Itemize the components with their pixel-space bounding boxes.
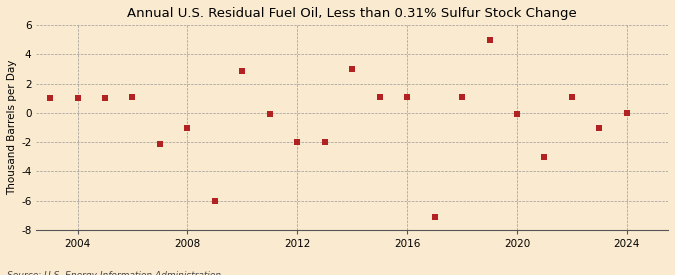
Point [374,95,385,99]
Y-axis label: Thousand Barrels per Day: Thousand Barrels per Day [7,60,17,195]
Point [429,214,440,219]
Text: Source: U.S. Energy Information Administration: Source: U.S. Energy Information Administ… [7,271,221,275]
Point [182,125,193,130]
Point [127,95,138,99]
Point [292,140,302,144]
Point [512,112,522,117]
Point [347,67,358,71]
Point [265,112,275,117]
Point [319,140,330,144]
Point [209,198,220,203]
Title: Annual U.S. Residual Fuel Oil, Less than 0.31% Sulfur Stock Change: Annual U.S. Residual Fuel Oil, Less than… [128,7,577,20]
Point [566,95,577,99]
Point [402,95,412,99]
Point [100,96,111,101]
Point [484,38,495,42]
Point [594,125,605,130]
Point [539,155,550,159]
Point [155,141,165,146]
Point [622,111,632,115]
Point [457,95,468,99]
Point [45,96,55,101]
Point [237,68,248,73]
Point [72,96,83,101]
